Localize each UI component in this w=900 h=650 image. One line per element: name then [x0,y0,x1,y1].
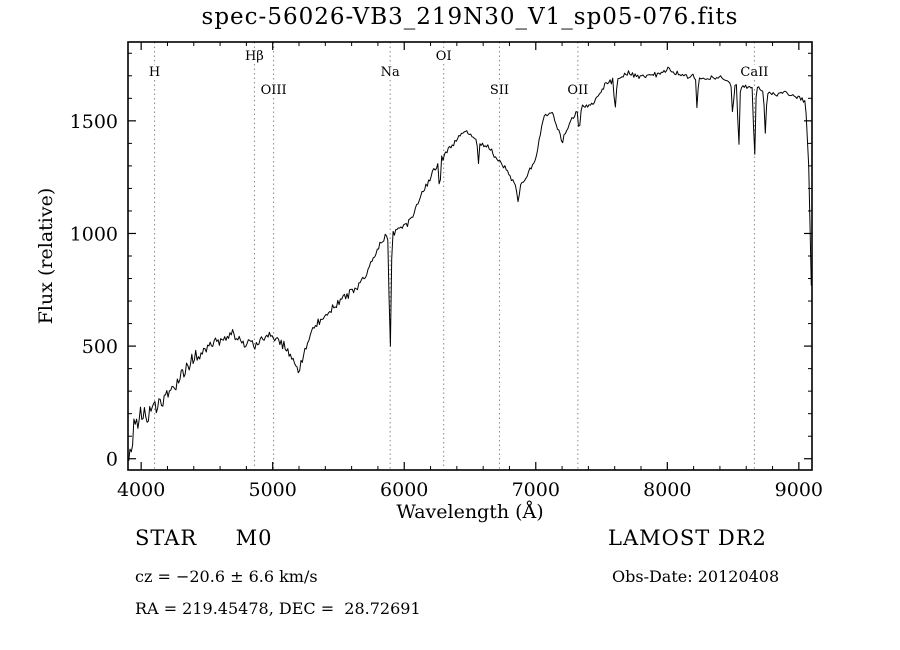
spectral-marker-label: CaII [740,65,768,80]
spectral-marker-label: OII [567,83,588,98]
y-tick-label: 1500 [70,111,118,133]
spectrum-line [128,66,812,461]
spectral-marker-labels: H Hβ OIII Na OI SII OII CaII [149,49,768,98]
star-classification: STAR M0 [135,526,273,550]
axis-ticks: 4000 5000 6000 7000 8000 9000 0 500 1000 1500 [70,42,823,501]
radial-velocity: cz = −20.6 ± 6.6 km/s [135,567,318,586]
spectral-marker-label: OIII [261,83,287,98]
chart-title: spec-56026-VB3_219N30_V1_sp05-076.fits [201,4,739,30]
plot-border [127,41,813,471]
x-axis-label: Wavelength (Å) [396,501,543,523]
spectral-marker-label: SII [490,83,509,98]
spectral-marker-lines [154,42,755,470]
spectral-marker-label: Na [381,65,400,80]
survey-name: LAMOST DR2 [608,526,767,550]
observation-date: Obs-Date: 20120408 [612,567,780,586]
y-tick-label: 1000 [70,223,118,245]
x-tick-label: 9000 [775,479,823,501]
x-tick-label: 7000 [512,479,560,501]
x-tick-label: 5000 [249,479,297,501]
y-tick-label: 500 [82,336,118,358]
y-axis-label: Flux (relative) [35,188,57,325]
spectral-marker-label: OI [436,49,452,64]
ra-dec-coordinates: RA = 219.45478, DEC = 28.72691 [135,599,421,618]
spectrum-series [128,66,812,461]
x-tick-label: 6000 [380,479,428,501]
spectral-marker-label: Hβ [245,49,264,64]
spectral-marker-label: H [149,65,160,80]
x-tick-label: 4000 [117,479,165,501]
x-tick-label: 8000 [643,479,691,501]
y-tick-label: 0 [106,449,118,471]
